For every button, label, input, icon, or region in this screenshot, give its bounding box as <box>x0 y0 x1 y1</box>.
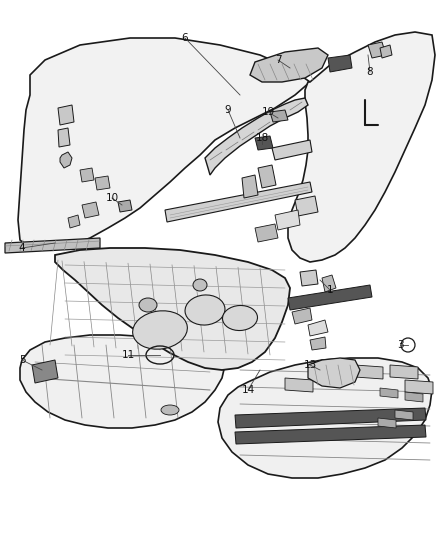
Polygon shape <box>32 360 58 383</box>
Polygon shape <box>292 308 312 324</box>
Polygon shape <box>255 136 273 150</box>
Polygon shape <box>165 182 312 222</box>
Polygon shape <box>20 335 225 428</box>
Text: 11: 11 <box>121 350 134 360</box>
Polygon shape <box>300 270 318 286</box>
Polygon shape <box>242 175 258 198</box>
Polygon shape <box>272 140 312 160</box>
Text: 5: 5 <box>19 355 25 365</box>
Polygon shape <box>288 32 435 262</box>
Polygon shape <box>380 388 398 398</box>
Text: 3: 3 <box>397 340 403 350</box>
Polygon shape <box>60 152 72 168</box>
Text: 6: 6 <box>182 33 188 43</box>
Polygon shape <box>205 98 308 175</box>
Polygon shape <box>5 238 100 253</box>
Polygon shape <box>380 45 392 58</box>
Text: 19: 19 <box>261 107 275 117</box>
Text: 7: 7 <box>275 55 281 65</box>
Polygon shape <box>288 285 372 310</box>
Polygon shape <box>270 110 288 122</box>
Polygon shape <box>378 418 396 428</box>
Text: 18: 18 <box>255 133 268 143</box>
Polygon shape <box>58 128 70 147</box>
Polygon shape <box>405 392 423 402</box>
Polygon shape <box>55 248 290 370</box>
Polygon shape <box>308 320 328 336</box>
Polygon shape <box>328 55 352 72</box>
Polygon shape <box>395 410 413 420</box>
Text: 4: 4 <box>19 243 25 253</box>
Polygon shape <box>285 378 313 392</box>
Polygon shape <box>18 38 310 248</box>
Polygon shape <box>295 196 318 216</box>
Polygon shape <box>218 358 432 478</box>
Polygon shape <box>405 380 433 394</box>
Polygon shape <box>322 275 336 292</box>
Polygon shape <box>320 370 348 384</box>
Polygon shape <box>82 202 99 218</box>
Polygon shape <box>235 408 426 428</box>
Polygon shape <box>250 48 328 82</box>
Text: 14: 14 <box>241 385 254 395</box>
Ellipse shape <box>133 311 187 349</box>
Polygon shape <box>355 365 383 379</box>
Ellipse shape <box>193 279 207 291</box>
Polygon shape <box>68 215 80 228</box>
Polygon shape <box>310 337 326 350</box>
Text: 9: 9 <box>225 105 231 115</box>
Ellipse shape <box>223 305 258 330</box>
Polygon shape <box>95 176 110 190</box>
Polygon shape <box>368 42 386 58</box>
Polygon shape <box>80 168 94 182</box>
Text: 1: 1 <box>327 285 333 295</box>
Polygon shape <box>118 200 132 212</box>
Polygon shape <box>275 210 300 230</box>
Polygon shape <box>258 165 276 188</box>
Text: 10: 10 <box>106 193 119 203</box>
Text: 8: 8 <box>367 67 373 77</box>
Ellipse shape <box>185 295 225 325</box>
Polygon shape <box>235 425 426 444</box>
Polygon shape <box>255 224 278 242</box>
Polygon shape <box>308 358 360 388</box>
Polygon shape <box>58 105 74 125</box>
Ellipse shape <box>161 405 179 415</box>
Text: 13: 13 <box>304 360 317 370</box>
Ellipse shape <box>139 298 157 312</box>
Polygon shape <box>390 365 418 379</box>
